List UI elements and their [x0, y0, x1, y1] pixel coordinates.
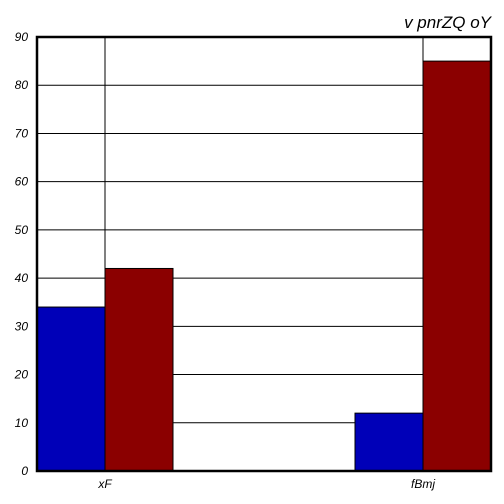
y-tick-label: 0 — [21, 464, 28, 478]
bar — [354, 412, 424, 472]
y-tick-label: 90 — [15, 30, 29, 44]
y-tick-label: 10 — [15, 416, 29, 430]
bar — [104, 267, 174, 472]
x-tick-label: xF — [97, 477, 112, 491]
y-tick-label: 20 — [14, 368, 29, 382]
y-tick-label: 70 — [15, 126, 29, 140]
x-tick-label: fBmj — [411, 477, 435, 491]
y-tick-label: 30 — [15, 319, 29, 333]
y-axis-ticks: 0 10 20 30 40 50 60 70 80 90 — [14, 30, 29, 478]
plot-frame — [35, 35, 493, 473]
y-tick-label: 80 — [15, 78, 29, 92]
bar — [422, 60, 492, 472]
bars — [36, 60, 492, 472]
x-axis-ticks: xF fBmj — [97, 477, 435, 491]
chart-title: v pnrZQ oY — [404, 13, 493, 32]
y-tick-label: 50 — [15, 223, 29, 237]
y-tick-label: 40 — [15, 271, 29, 285]
bar — [36, 306, 106, 472]
y-tick-label: 60 — [15, 175, 29, 189]
